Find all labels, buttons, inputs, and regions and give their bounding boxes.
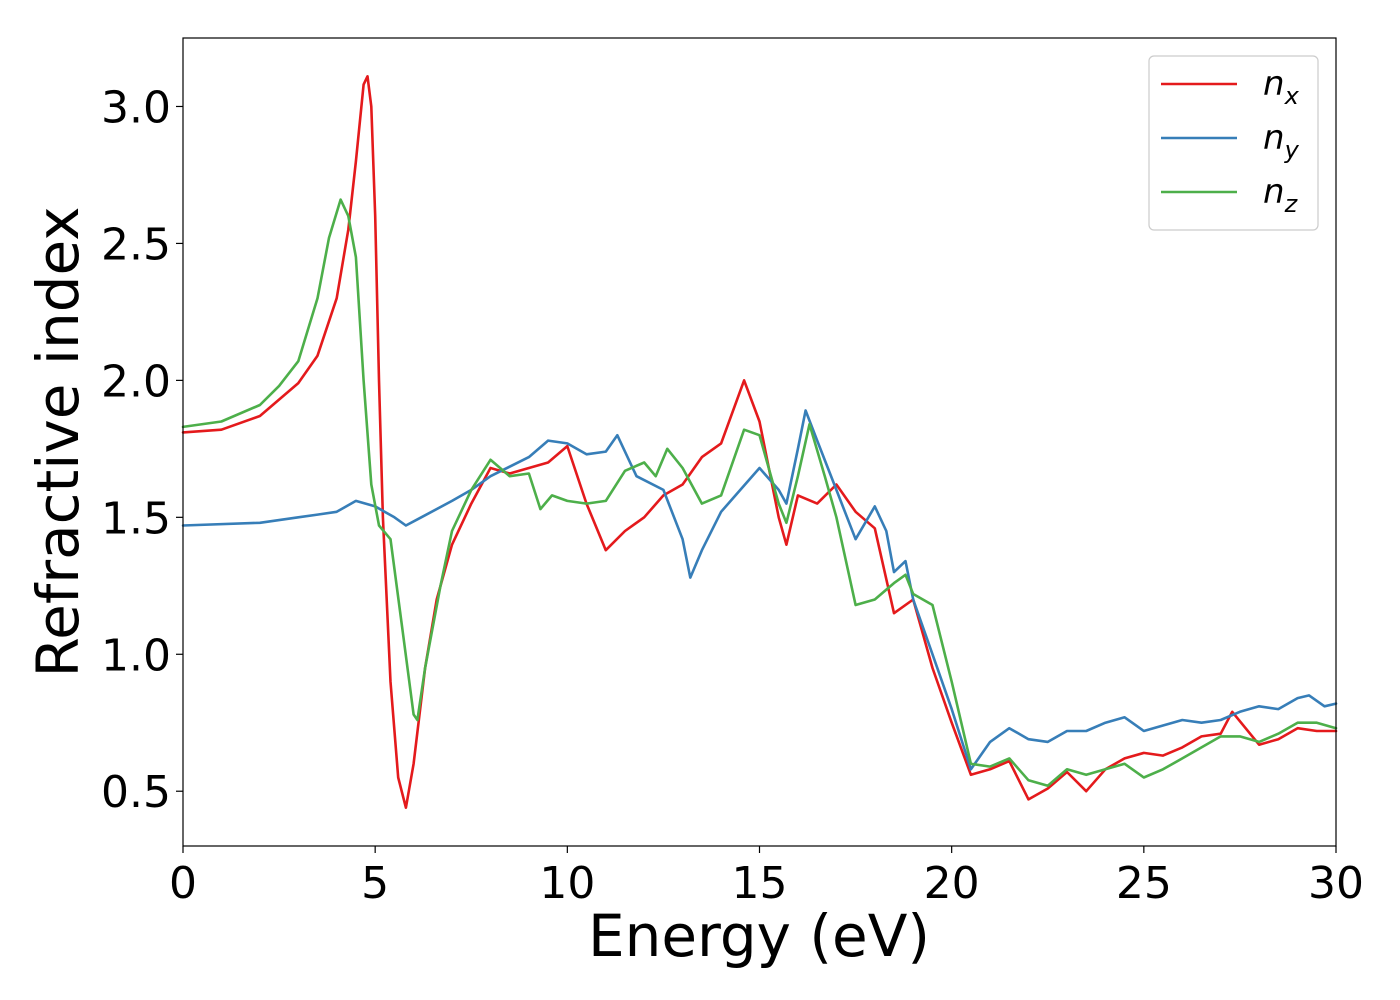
- series-line-n-y: [181, 409, 1338, 771]
- y-tick-label: 1.0: [101, 630, 171, 681]
- y-tick-label: 0.5: [101, 767, 171, 818]
- x-tick-label: 20: [924, 858, 980, 909]
- series-line-n-z: [181, 198, 1338, 787]
- x-tick-label: 0: [169, 858, 197, 909]
- y-tick-label: 2.0: [101, 356, 171, 407]
- plot-background: [183, 38, 1336, 846]
- series-line-n-x: [181, 75, 1338, 809]
- x-tick-label: 10: [539, 858, 595, 909]
- y-tick-label: 3.0: [101, 82, 171, 133]
- y-tick-label: 2.5: [101, 219, 171, 270]
- series-lines: [181, 75, 1338, 809]
- x-tick-label: 30: [1308, 858, 1364, 909]
- legend-box: [1148, 55, 1319, 231]
- y-axis-ticks: 0.5 1.0 1.5 2.0 2.5 3.0: [101, 82, 183, 818]
- y-axis-label: Refractive index: [24, 206, 92, 677]
- x-axis-label: Energy (eV): [588, 902, 930, 970]
- x-tick-label: 5: [361, 858, 389, 909]
- x-tick-label: 15: [732, 858, 788, 909]
- x-tick-label: 25: [1116, 858, 1172, 909]
- legend-label-y: ny: [1263, 118, 1300, 164]
- y-tick-label: 1.5: [101, 493, 171, 544]
- x-axis-ticks: 0 5 10 15 20 25 30: [169, 846, 1364, 909]
